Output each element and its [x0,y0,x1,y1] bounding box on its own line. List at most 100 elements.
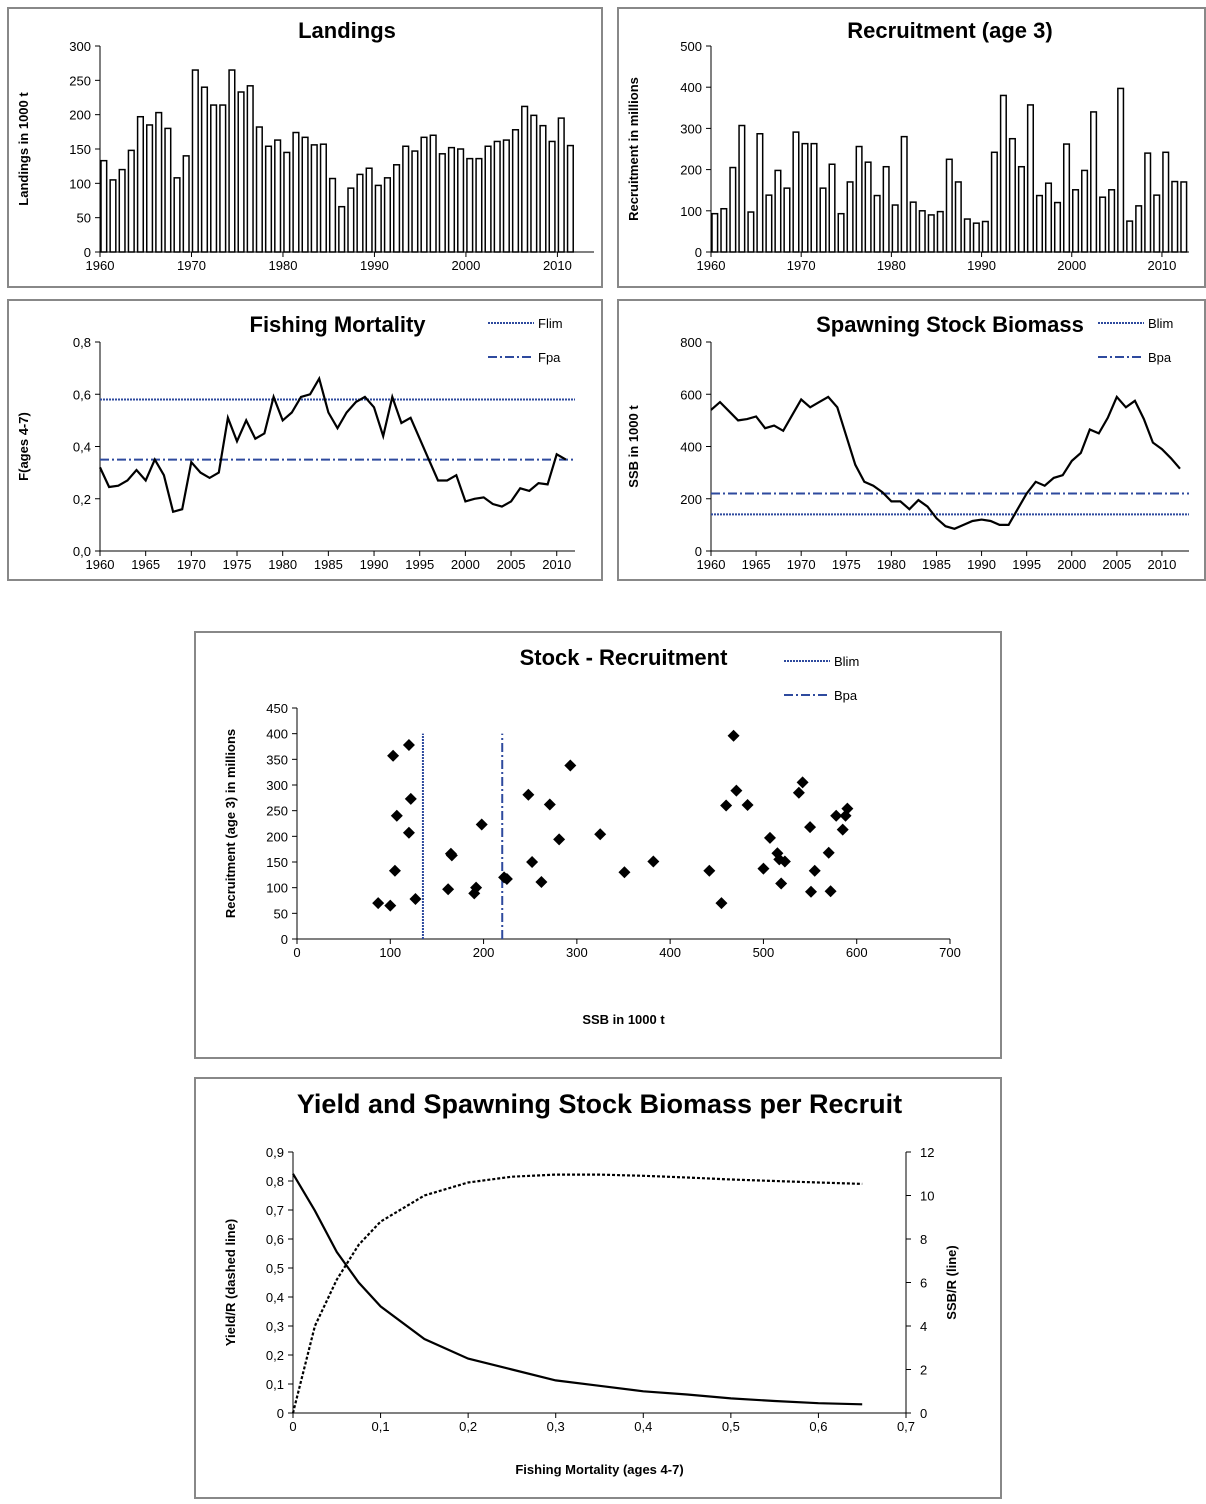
x-tick-label: 2010 [543,258,572,273]
bar [557,117,565,253]
bar [155,111,163,253]
legend-label: Blim [834,654,859,669]
y-axis-label: Recruitment (age 3) in millions [223,729,238,918]
bar [1081,169,1089,253]
x-tick-label: 1970 [787,258,816,273]
y-tick-label: 100 [266,881,288,896]
scatter-point [808,864,821,877]
y2-tick-label: 4 [920,1319,927,1334]
scatter-point [727,729,740,742]
scatter-point [741,799,754,812]
y-tick-label: 350 [266,752,288,767]
bar [1099,196,1107,253]
y-tick-label: 50 [77,211,91,226]
bar [1171,180,1179,253]
bar [1026,104,1035,253]
scatter-point [792,786,805,799]
y-tick-label: 0 [84,245,91,260]
bar [864,161,872,253]
x-tick-label: 1970 [787,557,816,572]
x-tick-label: 1980 [268,557,297,572]
scatter-point [475,818,488,831]
bar [1017,165,1025,253]
bar [936,210,944,253]
bar [530,114,538,253]
bar [219,104,227,253]
y-tick-label: 0,7 [266,1203,284,1218]
bar [164,127,172,253]
scatter-point [836,823,849,836]
bar [909,201,917,253]
scatter-point [796,776,809,789]
y-tick-label: 0,4 [73,440,91,455]
x-tick-label: 2010 [1147,258,1176,273]
bar [945,158,953,253]
bar [711,212,719,253]
y2-tick-label: 10 [920,1189,934,1204]
x-tick-label: 1975 [223,557,252,572]
bar [972,222,980,253]
x-tick-label: 1980 [269,258,298,273]
bar [283,151,291,253]
bar [918,210,926,253]
bar [118,168,126,253]
bar [365,167,373,253]
x-tick-label: 0,7 [897,1419,915,1434]
scatter-point [824,885,837,898]
bar [347,187,355,253]
scatter-point [805,885,818,898]
bar [566,144,574,253]
bar [1117,87,1125,253]
x-tick-label: 1965 [742,557,771,572]
y-tick-label: 150 [69,142,91,157]
y-tick-label: 0,3 [266,1319,284,1334]
y-axis-label: Recruitment in millions [626,77,641,221]
bar [1108,189,1116,253]
bar [810,142,818,253]
bar [1035,194,1044,253]
scatter-point [402,826,415,839]
bar [891,204,899,253]
bar [720,207,728,253]
scatter-point [388,864,401,877]
bar [310,144,318,253]
bar [145,124,154,253]
x-tick-label: 2005 [497,557,526,572]
bar [521,105,529,253]
bar [392,164,401,253]
bar [210,104,218,253]
y-tick-label: 300 [680,121,702,136]
scatter-point [535,876,548,889]
x-tick-label: 0 [293,945,300,960]
scatter-point [647,855,660,868]
bar [319,143,327,253]
panel-frame [194,631,1002,1059]
x-tick-label: 200 [473,945,495,960]
y-tick-label: 0,9 [266,1145,284,1160]
bar [100,159,108,253]
bar [502,139,510,253]
scatter-point [822,846,835,859]
bar [429,134,437,253]
y-tick-label: 200 [266,829,288,844]
bar [1144,152,1152,253]
bar [274,139,282,253]
x-tick-label: 0,5 [722,1419,740,1434]
bar [1180,181,1188,253]
bar [927,214,935,253]
y-tick-label: 0 [281,932,288,947]
scatter-point [841,802,854,815]
bar [1072,189,1080,253]
bar [484,145,492,253]
bar [1062,143,1071,253]
y-tick-label: 0,8 [73,335,91,350]
x-tick-label: 1980 [877,258,906,273]
y2-tick-label: 12 [920,1145,934,1160]
chart-title: Recruitment (age 3) [847,18,1052,43]
bar [338,205,346,253]
y2-axis-label: SSB/R (line) [944,1245,959,1319]
y-tick-label: 250 [266,804,288,819]
scatter-point [775,877,788,890]
y-tick-label: 300 [69,39,91,54]
bar [1153,194,1161,253]
